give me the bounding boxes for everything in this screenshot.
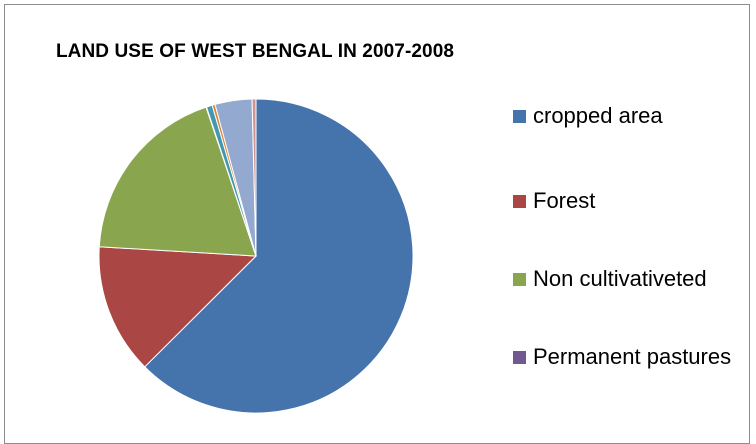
legend-entry-non-cultivated: Non cultivativeted: [513, 266, 707, 292]
pie-slice-non-cultivativeted: [98, 106, 257, 257]
pie-chart: [98, 98, 414, 414]
pie-slice-unlabeled-7: [251, 98, 257, 257]
legend-label: Forest: [533, 188, 596, 213]
legend-entry-permanent-pastures: Permanent pastures: [513, 344, 731, 370]
legend-swatch: [513, 273, 526, 286]
legend-swatch: [513, 351, 526, 364]
pie-slice-cropped-area: [144, 98, 414, 414]
legend-label: Permanent pastures: [533, 344, 732, 369]
legend-swatch: [513, 195, 526, 208]
legend-entry-forest: Forest: [513, 188, 595, 214]
legend-label: cropped area: [533, 103, 663, 128]
chart-area: LAND USE OF WEST BENGAL IN 2007-2008 cro…: [4, 4, 750, 444]
legend-label: Non cultivativeted: [533, 266, 707, 291]
legend-entry-cropped-area: cropped area: [513, 103, 663, 129]
pie-slice-forest: [98, 246, 258, 368]
legend-swatch: [513, 110, 526, 123]
chart-title: LAND USE OF WEST BENGAL IN 2007-2008: [55, 41, 455, 62]
